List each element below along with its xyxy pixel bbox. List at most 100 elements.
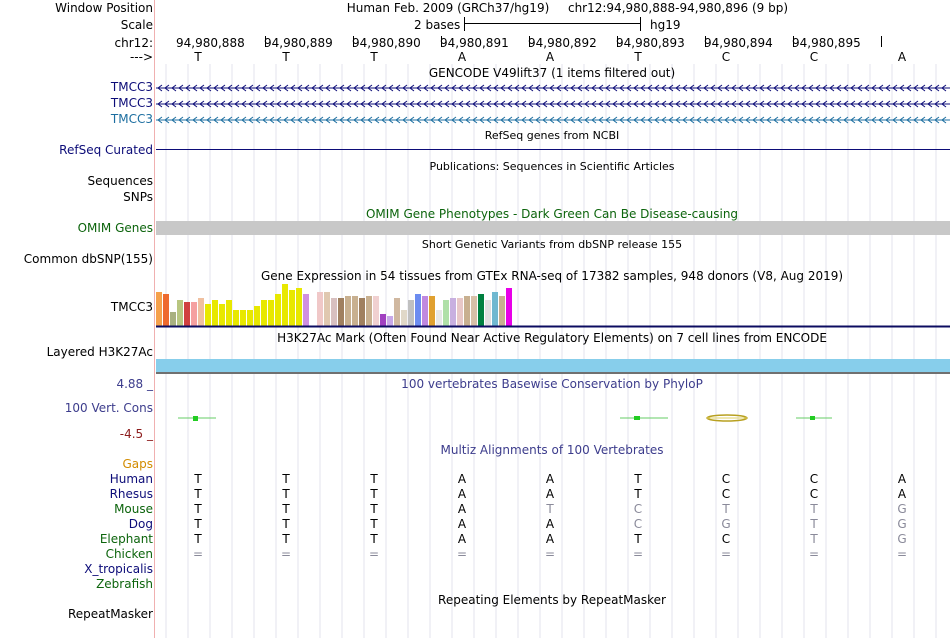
strand-arrow [374,100,380,108]
h3k27ac-signal-bar[interactable] [156,359,950,372]
strand-arrow [584,100,590,108]
multiz-species-label[interactable]: Dog [128,517,153,531]
multiz-species-label[interactable]: Rhesus [109,487,153,501]
strand-arrow [283,100,289,108]
strand-arrow [241,84,247,92]
multiz-species-label[interactable]: Human [109,472,153,486]
multiz-species-label[interactable]: Elephant [99,532,153,546]
multiz-species-label[interactable]: Chicken [105,547,153,561]
gtex-tissue-bar [422,296,428,326]
gtex-tissue-bar [170,312,176,326]
gencode-item-label-3[interactable]: TMCC3 [110,112,153,126]
multiz-species-label[interactable]: Zebrafish [96,577,153,591]
strand-arrow [192,100,198,108]
gencode-gene-lines[interactable] [156,80,950,126]
strand-arrow [647,84,653,92]
coordinate-tick [265,36,266,47]
strand-arrow [248,84,254,92]
multiz-gaps-label[interactable]: Gaps [122,457,153,471]
gtex-tissue-bar [240,310,246,326]
multiz-base: G [897,517,907,531]
coordinate-label: 94,980,890 [352,36,421,50]
strand-arrow [822,116,828,124]
strand-arrow [773,116,779,124]
multiz-base: T [194,472,202,486]
gtex-tissue-bar [464,296,470,326]
strand-arrow [500,84,506,92]
strand-arrow [633,100,639,108]
h3k27ac-track-title: H3K27Ac Mark (Often Found Near Active Re… [277,331,827,345]
strand-arrow [276,116,282,124]
publications-snps-label[interactable]: SNPs [123,190,153,204]
repeatmasker-label[interactable]: RepeatMasker [67,607,153,621]
publications-sequences-label[interactable]: Sequences [87,174,153,188]
strand-label: ---> [129,50,153,64]
strand-arrow [171,84,177,92]
refseq-curated-label[interactable]: RefSeq Curated [59,143,153,157]
strand-arrow [654,116,660,124]
strand-arrow [185,116,191,124]
multiz-species-label[interactable]: Mouse [114,502,153,516]
strand-arrow [640,100,646,108]
strand-arrow [724,100,730,108]
strand-arrow [794,100,800,108]
strand-arrow [493,100,499,108]
strand-arrow [486,100,492,108]
strand-arrow [759,116,765,124]
strand-arrow [794,84,800,92]
gtex-gene-label[interactable]: TMCC3 [110,300,153,314]
strand-arrow [458,84,464,92]
strand-arrow [514,100,520,108]
gtex-tissue-bar [261,300,267,326]
multiz-base: T [194,532,202,546]
strand-arrow [899,84,905,92]
strand-arrow [192,116,198,124]
omim-genes-label[interactable]: OMIM Genes [77,221,153,235]
strand-arrow [850,100,856,108]
strand-arrow [941,100,947,108]
h3k27ac-label[interactable]: Layered H3K27Ac [46,345,153,359]
gtex-expression-chart[interactable] [156,282,950,328]
strand-arrow [255,116,261,124]
multiz-base: A [545,472,555,486]
strand-arrow [171,116,177,124]
gtex-tissue-bar [233,310,239,326]
dbsnp-label[interactable]: Common dbSNP(155) [23,252,153,266]
strand-arrow [913,84,919,92]
phylop-signal[interactable] [156,410,950,426]
window-position-value[interactable]: chr12:94,980,888-94,980,896 (9 bp) [567,1,789,15]
strand-arrow [626,116,632,124]
strand-arrow [892,84,898,92]
strand-arrow [332,100,338,108]
strand-arrow [857,84,863,92]
strand-arrow [192,84,198,92]
phylop-label[interactable]: 100 Vert. Cons [64,401,153,415]
strand-arrow [227,116,233,124]
strand-arrow [724,84,730,92]
strand-arrow [318,84,324,92]
strand-arrow [682,84,688,92]
strand-arrow [353,100,359,108]
gencode-item-label-2[interactable]: TMCC3 [110,96,153,110]
gencode-item-label-1[interactable]: TMCC3 [110,80,153,94]
gtex-tissue-bar [471,296,477,326]
strand-arrow [549,116,555,124]
refseq-gene-line[interactable] [156,149,950,150]
coordinate-label: 94,980,893 [616,36,685,50]
strand-arrow [675,100,681,108]
strand-arrow [381,116,387,124]
gtex-tissue-bar [492,292,498,326]
strand-arrow [815,116,821,124]
strand-arrow [759,84,765,92]
omim-gene-bar[interactable] [156,221,950,235]
multiz-species-label[interactable]: X_tropicalis [84,562,153,576]
strand-arrow [283,84,289,92]
strand-arrow [899,100,905,108]
strand-arrow [801,100,807,108]
strand-arrow [444,116,450,124]
strand-arrow [584,84,590,92]
strand-arrow [780,84,786,92]
strand-arrow [213,84,219,92]
omim-track-title: OMIM Gene Phenotypes - Dark Green Can Be… [365,207,739,221]
